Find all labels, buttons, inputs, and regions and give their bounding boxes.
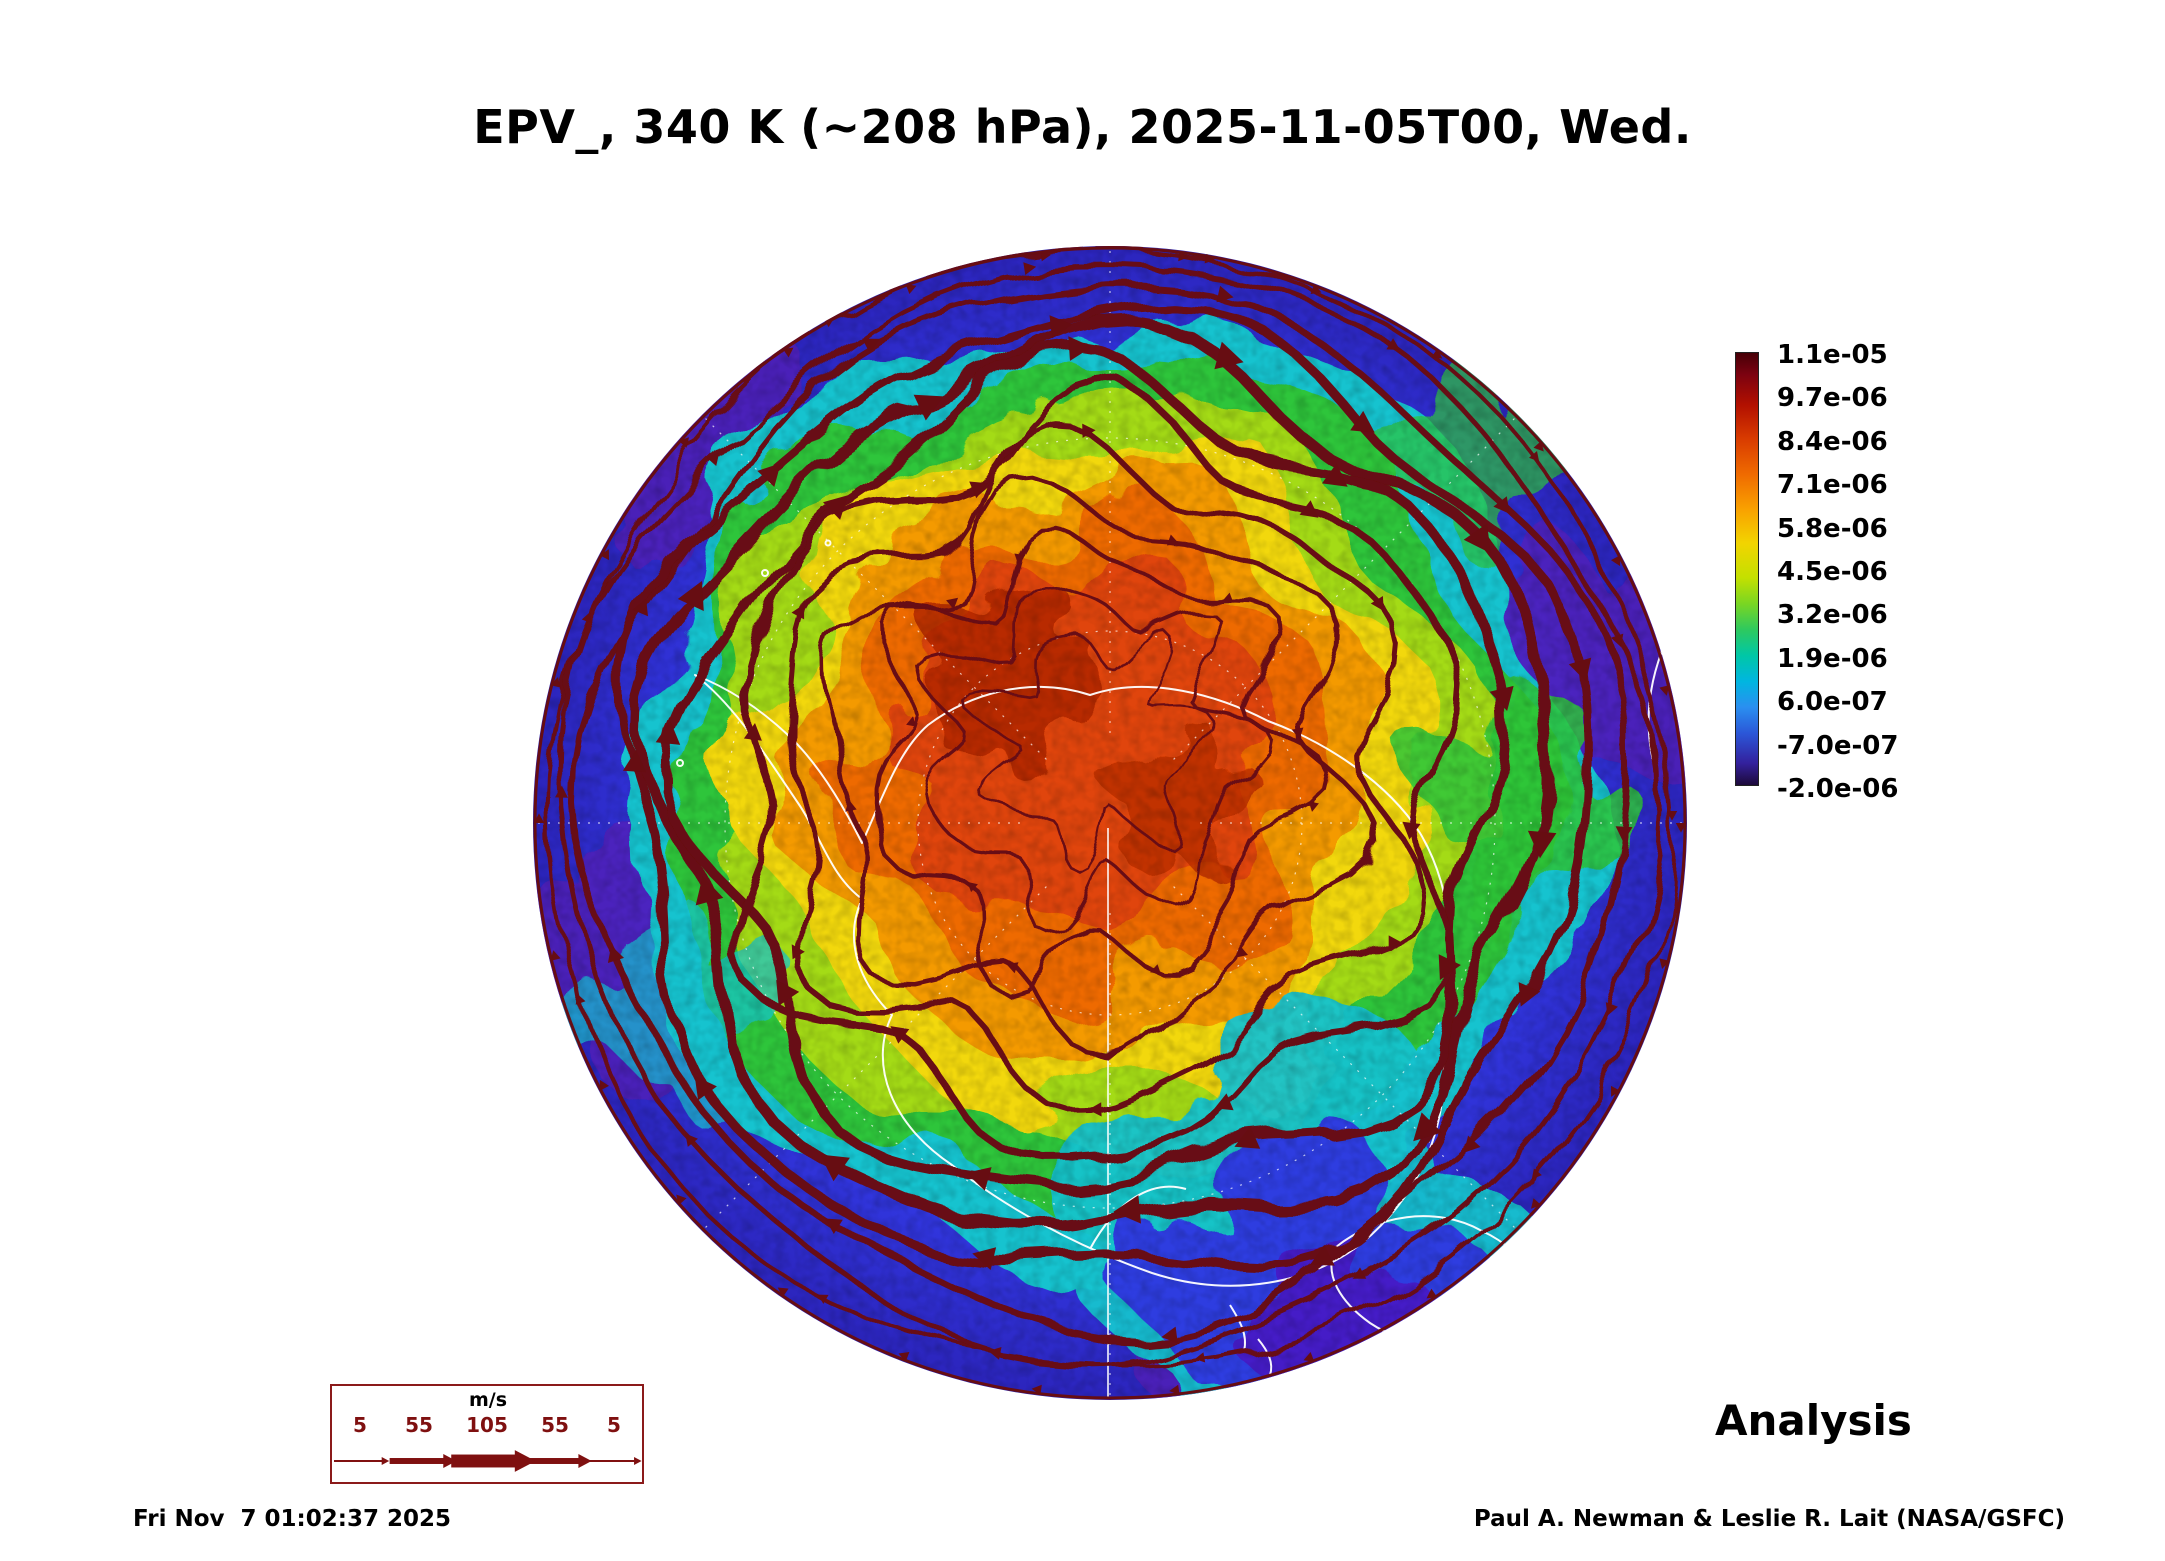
- colorbar-label: 8.4e-06: [1777, 427, 1888, 457]
- generation-timestamp: Fri Nov 7 01:02:37 2025: [133, 1506, 451, 1532]
- colorbar-label: -7.0e-07: [1777, 731, 1899, 761]
- epv-polar-map: [533, 246, 1687, 1400]
- colorbar-label: 1.9e-06: [1777, 644, 1888, 674]
- colorbar-gradient: [1735, 352, 1759, 786]
- wind-arrow-glyph: [333, 1450, 642, 1472]
- wind-speed-value: 105: [466, 1413, 508, 1437]
- wind-speed-value: 55: [541, 1413, 569, 1437]
- colorbar-label: 4.5e-06: [1777, 557, 1888, 587]
- wind-speed-legend: m/s 5 55 105 55 5: [330, 1384, 644, 1484]
- wind-speed-value: 55: [405, 1413, 433, 1437]
- colorbar-label: 5.8e-06: [1777, 514, 1888, 544]
- wind-units-label: m/s: [468, 1389, 508, 1411]
- colorbar-label: -2.0e-06: [1777, 774, 1899, 804]
- wind-speed-value: 5: [607, 1413, 621, 1437]
- colorbar-label: 3.2e-06: [1777, 600, 1888, 630]
- analysis-label: Analysis: [1715, 1396, 1912, 1445]
- colorbar-label: 6.0e-07: [1777, 687, 1888, 717]
- colorbar-label: 9.7e-06: [1777, 383, 1888, 413]
- colorbar: 1.1e-05 9.7e-06 8.4e-06 7.1e-06 5.8e-06 …: [1735, 342, 1995, 803]
- colorbar-label: 7.1e-06: [1777, 470, 1888, 500]
- colorbar-label: 1.1e-05: [1777, 340, 1888, 370]
- credit-text: Paul A. Newman & Leslie R. Lait (NASA/GS…: [1473, 1506, 2065, 1532]
- map-canvas: [530, 243, 1690, 1403]
- wind-speed-value: 5: [353, 1413, 367, 1437]
- page-title: EPV_, 340 K (~208 hPa), 2025-11-05T00, W…: [473, 100, 1692, 154]
